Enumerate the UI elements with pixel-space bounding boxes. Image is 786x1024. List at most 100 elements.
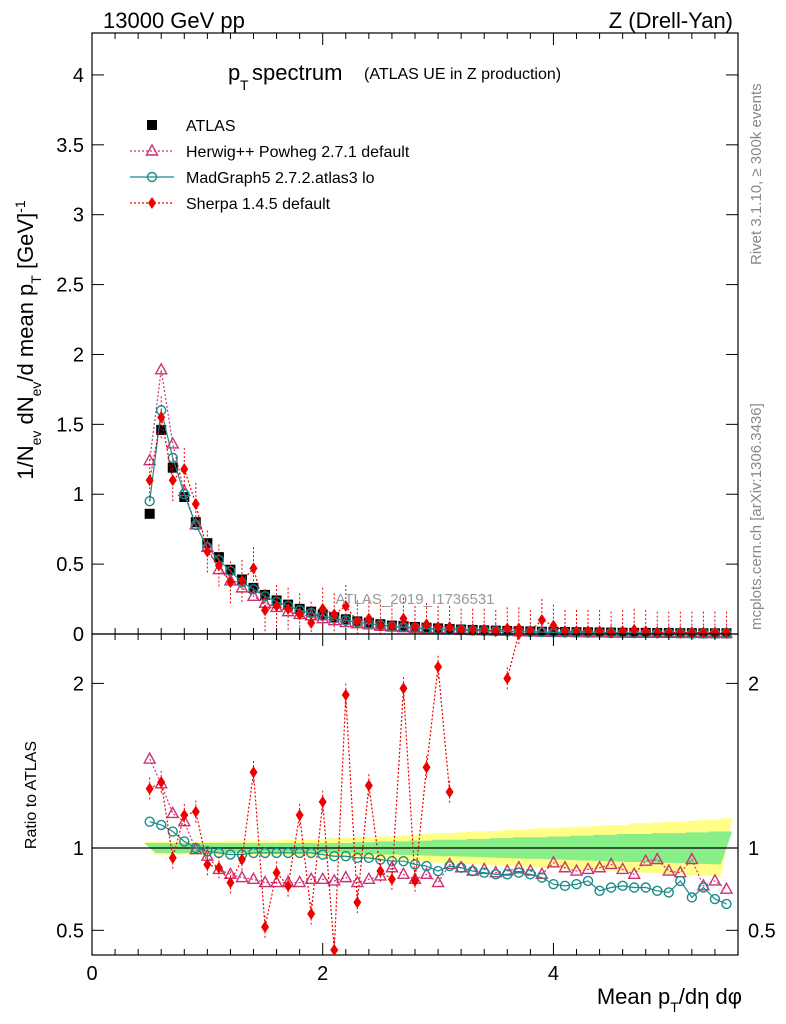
plot-frame xyxy=(91,633,739,956)
sherpa-point xyxy=(191,805,200,818)
sherpa-point xyxy=(226,876,235,889)
herwig-point xyxy=(154,362,168,375)
sherpa-point xyxy=(399,612,408,625)
herwig-point xyxy=(269,875,284,888)
sherpa-point xyxy=(295,809,304,822)
madgraph-point xyxy=(248,847,259,859)
y-tick-label-right: 0.5 xyxy=(748,920,776,942)
sherpa-point xyxy=(376,865,385,878)
sherpa-point xyxy=(295,608,304,621)
herwig-point xyxy=(166,805,180,819)
atlas-point xyxy=(340,614,351,625)
madgraph-point xyxy=(444,860,455,872)
madgraph-point xyxy=(663,887,674,898)
madgraph-point xyxy=(409,859,421,870)
legend: ATLAS Herwig++ Powheg 2.7.1 default MadGra… xyxy=(130,118,410,213)
herwig-point xyxy=(615,861,630,875)
sherpa-point xyxy=(699,626,708,639)
chart-title-spectrum: spectrum xyxy=(252,60,342,85)
madgraph-point xyxy=(421,860,432,872)
herwig-point xyxy=(639,853,653,866)
herwig-point xyxy=(431,875,445,888)
madgraph-point xyxy=(525,869,536,880)
sherpa-point xyxy=(180,463,189,476)
y-tick-label: 0.5 xyxy=(56,920,84,942)
herwig-point xyxy=(685,852,699,865)
herwig-point xyxy=(316,871,330,884)
sherpa-point xyxy=(387,873,396,886)
sherpa-point xyxy=(341,688,350,701)
sherpa-point xyxy=(145,782,154,795)
y-tick-label-right: 1 xyxy=(748,838,759,860)
herwig-point xyxy=(708,873,722,886)
herwig-point xyxy=(327,613,341,626)
herwig-point xyxy=(604,857,618,870)
x-axis-label-part: Mean p xyxy=(597,984,670,1009)
sherpa-point xyxy=(514,628,523,640)
sherpa-point xyxy=(157,776,166,789)
sherpa-point xyxy=(710,626,719,639)
madgraph-point xyxy=(490,869,501,880)
y-axis-label-part: 1/N xyxy=(13,445,38,479)
chart-title-p: p xyxy=(228,60,240,85)
sherpa-point xyxy=(145,474,154,487)
atlas-point xyxy=(190,517,201,528)
sherpa-point xyxy=(480,623,489,636)
y-tick-label: 2 xyxy=(73,673,84,695)
sherpa-point xyxy=(284,879,293,892)
sherpa-point xyxy=(168,474,177,487)
herwig-point xyxy=(442,857,457,870)
sherpa-point xyxy=(503,622,512,635)
herwig-point xyxy=(419,866,434,880)
legend-marker-sherpa xyxy=(148,197,156,209)
y-axis-label-part: T xyxy=(28,275,44,284)
y-tick-label: 0 xyxy=(73,624,84,646)
x-axis-label-part: /dη dφ xyxy=(679,984,742,1009)
madgraph-point xyxy=(294,847,305,859)
sherpa-point xyxy=(353,896,362,909)
sherpa-point xyxy=(330,944,339,957)
madgraph-point xyxy=(259,847,271,859)
sherpa-point xyxy=(261,921,270,934)
legend-label-madgraph: MadGraph5 2.7.2.atlas3 lo xyxy=(186,170,375,187)
header-left: 13000 GeV pp xyxy=(103,8,245,33)
herwig-point xyxy=(396,866,411,880)
herwig-point xyxy=(246,871,261,884)
sherpa-point xyxy=(318,602,327,615)
sherpa-point xyxy=(341,600,350,613)
madgraph-point xyxy=(686,892,698,903)
chart-title-sub: T xyxy=(240,77,249,93)
herwig-point xyxy=(142,751,157,764)
madgraph-point xyxy=(548,879,559,890)
sherpa-point xyxy=(318,795,327,808)
sherpa-point xyxy=(676,626,685,639)
y-axis-label-part: /d mean p xyxy=(13,284,38,382)
y-tick-label: 3 xyxy=(73,205,84,227)
herwig-point xyxy=(350,875,365,888)
sherpa-point xyxy=(272,600,281,613)
madgraph-point xyxy=(582,875,594,887)
sherpa-point xyxy=(630,623,639,636)
y-axis-label: 1/Nev dNev/d mean pT [GeV]-1 xyxy=(12,200,44,480)
herwig-point xyxy=(512,860,526,873)
madgraph-point xyxy=(225,849,236,860)
herwig-point xyxy=(316,611,330,624)
y-tick-label: 2.5 xyxy=(56,275,84,297)
herwig-point xyxy=(339,870,353,883)
y-tick-label-right: 2 xyxy=(748,673,759,695)
ratio-plot-panel: 0.5 0.5 1 1 2 2 0 2 4 Ratio to ATLAS Mean pT/dη dφ xyxy=(23,628,776,1015)
madgraph-point xyxy=(386,855,398,867)
madgraph-point xyxy=(340,851,351,862)
madgraph-point xyxy=(179,836,190,847)
herwig-line xyxy=(149,758,727,890)
sherpa-point xyxy=(330,608,339,621)
herwig-point xyxy=(166,436,180,449)
madgraph-point xyxy=(628,882,640,893)
sherpa-point xyxy=(537,614,546,627)
madgraph-point xyxy=(467,865,478,877)
legend-label-atlas: ATLAS xyxy=(186,118,236,135)
madgraph-point xyxy=(536,872,548,883)
ratio-y-axis-label: Ratio to ATLAS xyxy=(23,741,40,849)
sherpa-point xyxy=(549,619,558,632)
sherpa-point xyxy=(607,626,616,639)
